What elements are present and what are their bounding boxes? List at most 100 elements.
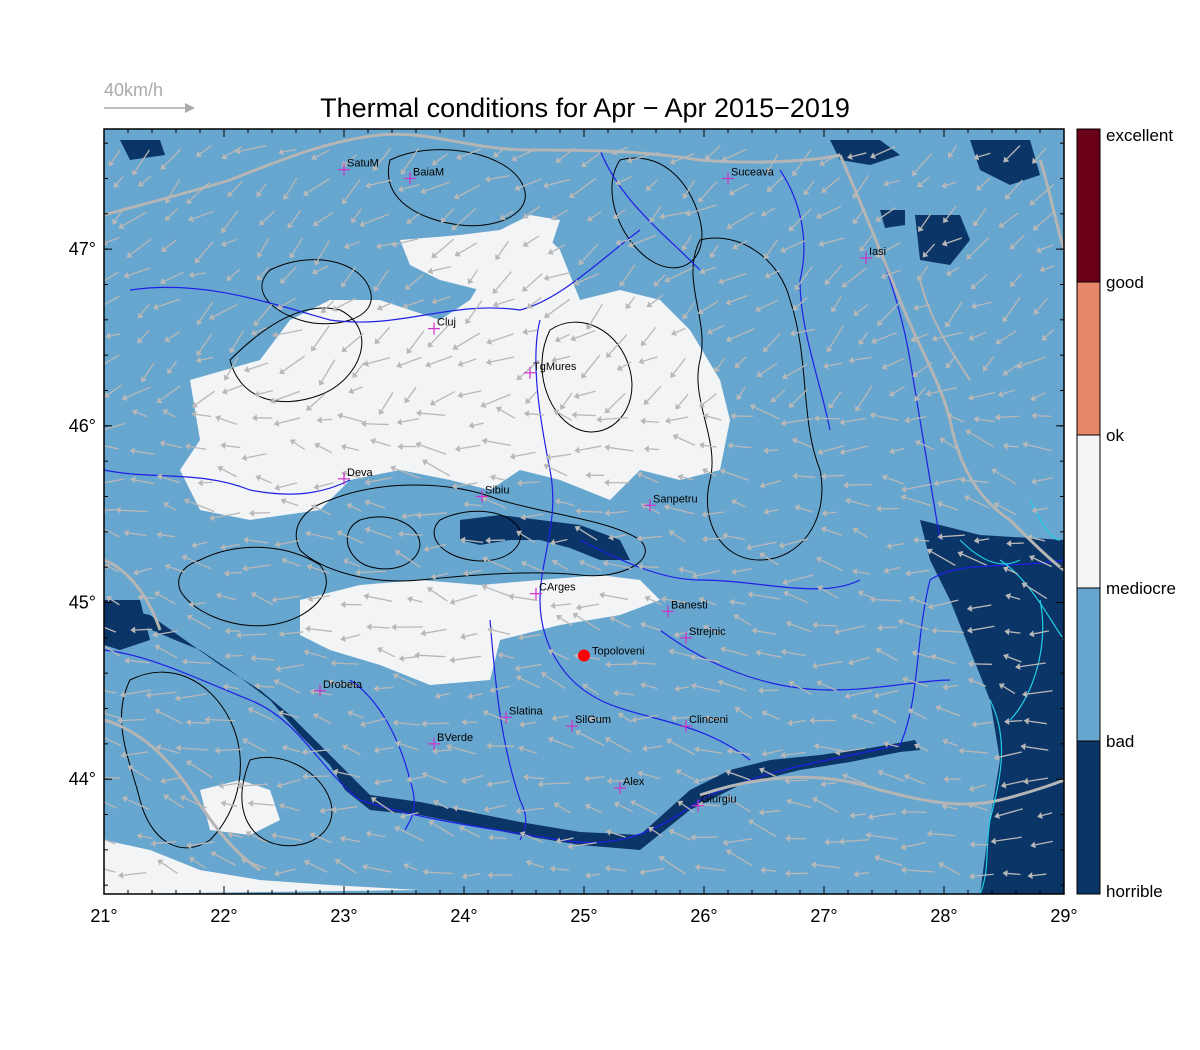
- colorbar-label: excellent: [1106, 126, 1173, 145]
- wind-arrow: [214, 747, 243, 755]
- wind-arrow: [129, 447, 156, 455]
- city-label: Sanpetru: [653, 493, 698, 505]
- wind-arrow: [275, 664, 304, 673]
- wind-arrow: [215, 415, 238, 425]
- wind-arrow: [256, 267, 270, 281]
- wind-arrow: [606, 777, 630, 785]
- wind-arrow: [938, 862, 961, 876]
- wind-arrow: [392, 673, 417, 686]
- wind-arrow: [911, 649, 935, 659]
- wind-arrow: [668, 828, 692, 841]
- wind-arrow: [160, 776, 183, 785]
- wind-arrow: [208, 303, 239, 320]
- wind-arrow: [811, 660, 842, 670]
- wind-arrow: [132, 149, 150, 176]
- wind-arrow: [914, 439, 935, 451]
- wind-arrow: [406, 775, 425, 783]
- wind-arrow: [812, 797, 839, 813]
- wind-arrow: [309, 832, 332, 844]
- horrible-region-southern-carpathians: [460, 515, 630, 560]
- wind-arrow: [209, 512, 241, 522]
- wind-arrow: [123, 529, 147, 537]
- wind-arrow: [637, 563, 660, 571]
- wind-arrow: [877, 624, 898, 632]
- wind-arrow: [583, 775, 605, 783]
- wind-arrow: [104, 528, 120, 538]
- wind-arrow: [931, 331, 964, 342]
- wind-arrow: [653, 274, 666, 287]
- wind-arrow: [240, 857, 267, 869]
- city-label: Cluj: [437, 317, 456, 329]
- wind-arrow: [959, 476, 989, 484]
- wind-arrow: [673, 630, 691, 638]
- wind-arrow: [191, 410, 211, 418]
- wind-arrow: [754, 299, 778, 313]
- wind-arrow: [883, 740, 899, 748]
- wind-arrow: [459, 536, 484, 544]
- wind-arrow: [555, 837, 574, 845]
- wind-arrow: [398, 530, 423, 538]
- wind-arrow: [452, 804, 476, 813]
- wind-arrow: [495, 240, 509, 261]
- wind-arrow: [900, 841, 926, 851]
- wind-arrow: [1020, 743, 1049, 751]
- wind-arrow: [971, 301, 992, 310]
- mediocre-region-north: [400, 215, 560, 290]
- wind-arrow: [319, 807, 335, 814]
- city-marker: SilGum: [566, 714, 611, 733]
- colorbar-label: bad: [1106, 732, 1134, 751]
- wind-arrow: [150, 839, 177, 847]
- wind-arrow: [154, 708, 183, 725]
- wind-arrow: [522, 206, 541, 219]
- wind-arrow: [196, 301, 214, 326]
- x-axis-labels: 21° 22° 23° 24° 25° 26° 27° 28° 29°: [90, 906, 1077, 926]
- city-label: Iasi: [869, 246, 886, 258]
- wind-arrow: [844, 690, 873, 700]
- wind-arrow: [875, 207, 896, 222]
- wind-arrow: [943, 775, 961, 783]
- wind-arrow: [376, 301, 393, 311]
- wind-arrow: [1005, 593, 1021, 600]
- colorbar: excellent good ok mediocre bad horrible: [1076, 126, 1176, 901]
- wind-arrow: [220, 238, 237, 247]
- wind-arrow: [912, 362, 933, 377]
- wind-arrow: [615, 238, 632, 246]
- wind-arrow: [457, 358, 477, 368]
- wind-arrow: [851, 713, 874, 724]
- city-label: BaiaM: [413, 166, 444, 178]
- wind-arrow: [1026, 534, 1046, 542]
- wind-arrow: [164, 208, 179, 221]
- wind-arrow: [321, 300, 335, 314]
- wind-arrow: [137, 594, 155, 601]
- wind-arrow: [468, 421, 484, 429]
- wind-arrow: [698, 596, 717, 606]
- wind-arrow: [482, 556, 513, 572]
- wind-arrow: [236, 782, 268, 790]
- wind-arrow: [666, 738, 696, 756]
- wind-arrow: [813, 414, 840, 422]
- wind-arrow: [570, 330, 596, 342]
- wind-arrow: [904, 415, 927, 424]
- wind-arrow: [489, 474, 506, 482]
- wind-arrow: [568, 178, 596, 199]
- wind-arrow: [394, 825, 424, 842]
- wind-arrow: [701, 467, 717, 477]
- wind-arrow: [842, 773, 866, 785]
- wind-arrow: [587, 211, 602, 222]
- x-tick-label: 29°: [1050, 906, 1077, 926]
- wind-arrow: [693, 775, 719, 785]
- wind-arrow: [810, 861, 840, 869]
- wind-arrow: [1031, 412, 1051, 420]
- wind-arrow: [1003, 145, 1021, 163]
- wind-arrow: [853, 870, 869, 878]
- wind-arrow: [816, 680, 838, 692]
- wind-arrow: [852, 174, 869, 200]
- wind-arrow: [780, 751, 806, 759]
- wind-arrow: [181, 658, 211, 666]
- wind-arrow: [256, 237, 270, 258]
- city-label: SilGum: [575, 714, 611, 726]
- wind-arrow: [434, 692, 450, 700]
- wind-arrow: [279, 355, 305, 374]
- wind-arrow: [220, 442, 241, 450]
- wind-arrow: [1006, 539, 1024, 547]
